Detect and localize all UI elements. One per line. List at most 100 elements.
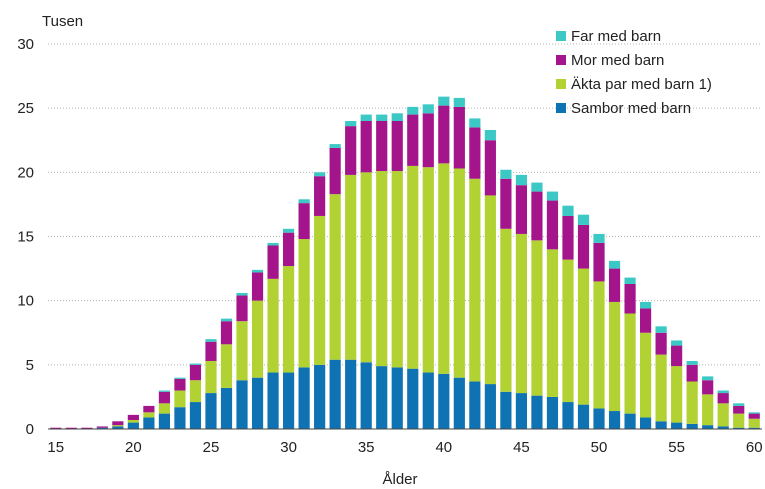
bar-segment: [329, 144, 341, 148]
bar-segment: [748, 427, 760, 429]
legend-swatch: [556, 55, 566, 65]
bar-segment: [453, 168, 465, 378]
x-axis-label: Ålder: [382, 471, 417, 488]
bar-segment: [96, 426, 108, 428]
bar-segment: [531, 395, 543, 429]
bar-segment: [345, 126, 357, 175]
bar-segment: [360, 172, 372, 363]
bar-segment: [236, 292, 248, 296]
bar-segment: [515, 393, 528, 429]
x-tick-labels: 15 20 25 30 35 40 45 50 55 60: [47, 439, 762, 456]
bar-segment: [298, 203, 310, 240]
bar-segment: [267, 372, 279, 429]
bar-segment: [314, 364, 326, 429]
bar-segment: [81, 427, 93, 429]
bar-segment: [127, 420, 139, 423]
bar-segment: [515, 185, 528, 234]
y-tick-label: 10: [17, 293, 34, 310]
bar-segment: [407, 165, 419, 369]
bar-segment: [546, 249, 559, 397]
x-tick-label: 55: [668, 439, 685, 456]
bar-segment: [407, 106, 419, 115]
bar-segment: [158, 391, 171, 404]
bar-segment: [158, 413, 171, 429]
bar-segment: [608, 268, 621, 302]
x-tick-label: 25: [203, 439, 220, 456]
bar-segment: [686, 360, 698, 365]
bar-segment: [655, 354, 667, 422]
bar-segment: [376, 171, 388, 367]
x-tick-label: 35: [358, 439, 375, 456]
bar-segment: [205, 341, 217, 361]
bar-segment: [438, 105, 450, 164]
bar-segment: [733, 413, 745, 428]
bar-segment: [562, 205, 574, 216]
y-tick-label: 20: [17, 164, 34, 181]
y-tick-label: 5: [26, 357, 34, 374]
bar-segment: [391, 171, 403, 368]
bar-segment: [671, 345, 683, 367]
bar-segment: [593, 281, 605, 409]
bar-segment: [531, 182, 543, 192]
bar-segment: [189, 380, 202, 403]
bar-segment: [143, 412, 155, 418]
bar-segment: [251, 269, 264, 273]
bar-segment: [283, 228, 295, 233]
bar-segment: [267, 245, 279, 279]
bar-segment: [577, 268, 590, 405]
bar-segment: [376, 121, 388, 172]
x-tick-label: 20: [125, 439, 142, 456]
bar-segment: [624, 277, 636, 284]
bar-segment: [515, 233, 528, 394]
legend-swatch: [556, 103, 566, 113]
bar-segment: [189, 364, 202, 381]
bar-segment: [236, 380, 248, 429]
bar-segment: [391, 121, 403, 172]
bar-segment: [220, 344, 233, 388]
bar-segment: [205, 360, 217, 394]
bar-segment: [500, 169, 512, 179]
y-tick-label: 25: [17, 100, 34, 117]
bar-segment: [453, 377, 465, 429]
bar-segment: [748, 412, 760, 414]
legend-swatch: [556, 79, 566, 89]
bar-segment: [360, 362, 372, 429]
bar-segment: [314, 176, 326, 216]
x-tick-label: 30: [280, 439, 297, 456]
bar-segment: [422, 104, 434, 114]
bar-segment: [220, 318, 233, 322]
bar-segment: [702, 394, 714, 426]
bar-segment: [608, 301, 621, 412]
bar-segment: [345, 359, 357, 429]
bar-segment: [640, 417, 652, 429]
x-tick-label: 40: [435, 439, 452, 456]
bar-segment: [671, 422, 683, 429]
bar-segment: [376, 366, 388, 429]
bar-segment: [438, 96, 450, 106]
bar-segment: [515, 174, 528, 186]
x-tick-label: 50: [591, 439, 608, 456]
bar-segment: [158, 403, 171, 414]
bar-segment: [624, 283, 636, 314]
bar-segment: [640, 308, 652, 333]
bar-segment: [702, 376, 714, 381]
bar-segment: [469, 381, 481, 429]
y-tick-label: 30: [17, 36, 34, 53]
bar-segment: [655, 326, 667, 333]
bar-segment: [717, 403, 729, 427]
bar-segment: [686, 423, 698, 429]
bar-segment: [686, 364, 698, 382]
bar-segment: [220, 387, 233, 429]
bar-segment: [205, 393, 217, 429]
bar-segment: [469, 118, 481, 128]
bar-segment: [640, 332, 652, 418]
bar-segment: [360, 114, 372, 121]
bar-segment: [96, 427, 108, 429]
bar-segment: [702, 380, 714, 395]
bar-segment: [748, 418, 760, 428]
bar-segment: [531, 240, 543, 396]
bar-segment: [422, 372, 434, 429]
bar-segment: [608, 260, 621, 269]
bar-segment: [236, 321, 248, 381]
bar-segment: [329, 147, 341, 195]
